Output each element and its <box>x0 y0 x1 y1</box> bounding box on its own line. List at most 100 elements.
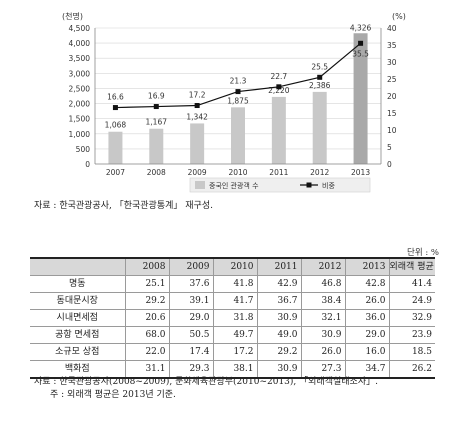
table-row-label: 공항 면세점 <box>30 326 125 344</box>
right-axis-tick-label: 30 <box>387 58 397 67</box>
table-row: 동대문시장 29.2 39.1 41.7 36.7 38.4 26.0 24.9 <box>30 292 435 310</box>
table-cell: 23.9 <box>388 326 435 344</box>
left-axis-tick-label: 1,500 <box>69 115 91 124</box>
table-cell: 29.2 <box>124 292 169 310</box>
table-row-label: 백화점 <box>30 360 125 379</box>
shopping-place-table: 2008 2009 2010 2011 2012 2013 외래객 평균 명동 25.1 37.… <box>30 257 435 379</box>
x-axis-tick-label: 2010 <box>228 168 247 177</box>
table-header-row: 2008 2009 2010 2011 2012 2013 외래객 평균 <box>30 258 435 276</box>
legend-bar-label: 중국인 관광객 수 <box>209 181 259 190</box>
left-axis-tick-label: 0 <box>85 160 90 169</box>
table-cell: 30.9 <box>300 326 345 344</box>
table-cell: 22.0 <box>124 343 169 361</box>
legend-line-label: 비중 <box>322 181 335 190</box>
bar-value-label: 4,326 <box>350 23 372 32</box>
table-column-header: 2012 <box>300 258 345 276</box>
table-cell: 37.6 <box>168 275 213 293</box>
line-point-2010 <box>235 89 241 95</box>
table-cell: 42.8 <box>344 275 389 293</box>
bar-series: 1,068 1,167 1,342 1,875 2,220 2,386 4,326 <box>105 23 372 164</box>
line-value-label: 21.3 <box>230 77 247 86</box>
bar-value-label: 2,386 <box>309 81 331 90</box>
table-footnote: 주 : 외래객 평균은 2013년 기준. <box>50 390 176 400</box>
bar-2013 <box>353 33 368 164</box>
left-axis-tick-label: 2,500 <box>69 84 91 93</box>
right-axis-tick-label: 0 <box>387 160 392 169</box>
left-axis-tick-label: 4,500 <box>69 24 91 33</box>
table-cell: 29.3 <box>168 360 213 379</box>
table-cell: 17.4 <box>168 343 213 361</box>
table-cell: 17.2 <box>212 343 257 361</box>
bar-2009 <box>190 123 205 164</box>
bar-2008 <box>149 128 164 164</box>
table-cell: 20.6 <box>124 309 169 327</box>
table-row: 명동 25.1 37.6 41.8 42.9 46.8 42.8 41.4 <box>30 275 435 293</box>
right-axis-tick-label: 20 <box>387 92 397 101</box>
line-point-2012 <box>317 74 323 80</box>
bar-value-label: 1,167 <box>146 118 168 127</box>
chart-gridlines <box>95 27 381 165</box>
line-series: 16.6 16.9 17.2 21.3 22.7 25.5 35.5 <box>107 40 369 111</box>
left-axis-tick-label: 500 <box>76 145 91 154</box>
bar-2007 <box>108 131 123 164</box>
table-row-label: 동대문시장 <box>30 292 125 310</box>
line-value-label: 25.5 <box>311 62 328 71</box>
table-cell: 36.0 <box>344 309 389 327</box>
x-axis-tick-label: 2009 <box>188 168 207 177</box>
table-cell: 39.1 <box>168 292 213 310</box>
right-axis-tick-label: 40 <box>387 24 397 33</box>
line-point-2011 <box>276 84 282 90</box>
table-row: 시내면세점 20.6 29.0 31.8 30.9 32.1 36.0 32.9 <box>30 309 435 327</box>
table-row: 공항 면세점 68.0 50.5 49.7 49.0 30.9 29.0 23.9 <box>30 326 435 344</box>
table-cell: 26.0 <box>344 292 389 310</box>
x-axis-tick-label: 2008 <box>147 168 166 177</box>
table-cell: 49.7 <box>212 326 257 344</box>
left-axis-tick-label: 3,000 <box>69 69 91 78</box>
table-cell: 31.1 <box>124 360 169 379</box>
x-axis-tick-label: 2007 <box>106 168 125 177</box>
right-axis-tick-label: 5 <box>387 143 392 152</box>
table-cell: 42.9 <box>256 275 301 293</box>
table-column-header: 2010 <box>212 258 257 276</box>
bar-2010 <box>231 107 245 164</box>
table-cell: 16.0 <box>344 343 389 361</box>
legend-marker-swatch <box>306 182 312 188</box>
left-axis-tick-label: 4,000 <box>69 39 91 48</box>
right-axis-unit: (%) <box>392 12 406 21</box>
table-column-header: 2008 <box>124 258 169 276</box>
line-value-label: 22.7 <box>271 72 288 81</box>
table-cell: 26.0 <box>300 343 345 361</box>
table-source-note: 자료 : 한국관광공사(2008~2009), 문화체육관광부(2010~201… <box>34 377 378 387</box>
table-cell: 41.8 <box>212 275 257 293</box>
table-column-header: 외래객 평균 <box>388 258 435 276</box>
line-point-2007 <box>112 105 118 111</box>
table-cell: 50.5 <box>168 326 213 344</box>
table-cell: 34.7 <box>344 360 389 379</box>
line-value-label: 35.5 <box>352 49 369 58</box>
bar-value-label: 1,068 <box>105 121 127 130</box>
line-value-label: 16.9 <box>148 92 165 101</box>
left-axis-tick-label: 3,500 <box>69 54 91 63</box>
bar-value-label: 1,875 <box>227 96 249 105</box>
bar-2011 <box>271 96 286 164</box>
table-cell: 18.5 <box>388 343 435 361</box>
table-column-header: 2011 <box>256 258 301 276</box>
right-axis-tick-label: 10 <box>387 126 397 135</box>
chart-axes: 0 500 1,000 1,500 2,000 2,500 3,000 3,500 4,000 4… <box>69 24 397 177</box>
line-point-2008 <box>153 104 159 110</box>
table-row-label: 시내면세점 <box>30 309 125 327</box>
table-cell: 38.1 <box>212 360 257 379</box>
table-cell: 31.8 <box>212 309 257 327</box>
table-row: 소규모 상점 22.0 17.4 17.2 29.2 26.0 16.0 18.5 <box>30 343 435 361</box>
line-point-2009 <box>194 103 200 109</box>
table-cell: 49.0 <box>256 326 301 344</box>
x-axis-tick-label: 2013 <box>351 168 370 177</box>
table-cell: 26.2 <box>388 360 435 379</box>
table-cell: 68.0 <box>124 326 169 344</box>
table-row: 백화점 31.1 29.3 38.1 30.9 27.3 34.7 26.2 <box>30 360 435 379</box>
left-axis-tick-label: 2,000 <box>69 100 91 109</box>
right-axis-tick-label: 35 <box>387 41 397 50</box>
legend-bar-swatch <box>195 181 205 189</box>
table-cell: 30.9 <box>256 309 301 327</box>
chart-source-note: 자료 : 한국관광공사, 「한국관광통계」 재구성. <box>34 201 213 211</box>
